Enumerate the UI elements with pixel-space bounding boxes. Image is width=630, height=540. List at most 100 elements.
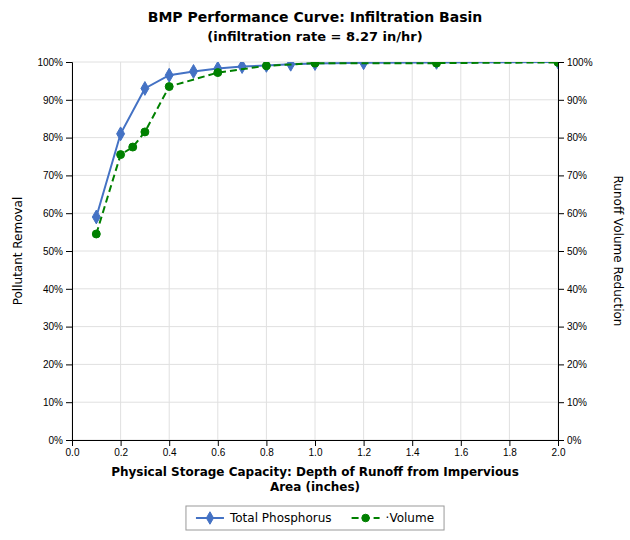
- tick: 90%: [558, 95, 587, 106]
- tick-label: 40%: [43, 284, 63, 295]
- tick-label: 60%: [567, 208, 587, 219]
- tick-label: 0%: [49, 435, 64, 446]
- y2-axis: 0%10%20%30%40%50%60%70%80%90%100%: [558, 57, 593, 446]
- grid: [72, 62, 558, 440]
- grid-line-y: [72, 137, 558, 138]
- tick: 2.0: [552, 440, 566, 458]
- marker: [311, 62, 319, 70]
- tick: 60%: [43, 208, 72, 219]
- tick-label: 90%: [567, 95, 587, 106]
- legend-marker: [362, 514, 370, 522]
- chart: 0.00.20.40.60.81.01.21.41.61.82.00%10%20…: [0, 0, 630, 540]
- marker: [262, 62, 270, 72]
- tick: 60%: [558, 208, 587, 219]
- legend-label: Total Phosphorus: [229, 511, 332, 525]
- tick-mark: [558, 213, 564, 214]
- tick-mark: [558, 327, 564, 328]
- tick-label: 40%: [567, 284, 587, 295]
- tick: 10%: [558, 397, 587, 408]
- subtitle: (infiltration rate = 8.27 in/hr): [207, 29, 422, 44]
- title: BMP Performance Curve: Infiltration Basi…: [148, 9, 482, 25]
- tick-label: 100%: [567, 57, 593, 68]
- tick: 100%: [558, 57, 593, 68]
- tick: 80%: [558, 132, 587, 143]
- marker: [165, 68, 173, 82]
- tick-label: 20%: [567, 359, 587, 370]
- tick-mark: [558, 138, 564, 139]
- tick-label: 2.0: [552, 447, 566, 458]
- tick: 1.4: [406, 440, 420, 458]
- axis-line: [66, 63, 73, 441]
- x-axis: 0.00.20.40.60.81.01.21.41.61.82.0: [66, 440, 566, 458]
- tick-mark: [121, 440, 122, 446]
- legend-marker: [206, 512, 213, 524]
- tick: 10%: [43, 397, 72, 408]
- tick-label: 20%: [43, 359, 63, 370]
- tick-mark: [66, 289, 72, 290]
- tick-mark: [558, 100, 564, 101]
- grid-line-y: [72, 99, 558, 100]
- series: [92, 62, 558, 238]
- tick-label: 1.2: [357, 447, 371, 458]
- grid-line-y: [72, 213, 558, 214]
- tick-label: 30%: [567, 321, 587, 332]
- y-axis-title: Pollutant Removal: [11, 197, 25, 306]
- tick-mark: [558, 402, 564, 403]
- tick-mark: [266, 440, 267, 446]
- marker: [129, 143, 137, 151]
- tick-mark: [364, 440, 365, 446]
- tick-label: 1.4: [406, 447, 420, 458]
- tick-label: 30%: [43, 321, 63, 332]
- grid-line-y: [72, 326, 558, 327]
- tick: 0.6: [211, 440, 225, 458]
- tick: 1.2: [357, 440, 371, 458]
- tick: 80%: [43, 132, 72, 143]
- marker: [262, 62, 270, 70]
- grid-line-y: [72, 288, 558, 289]
- grid-line-y: [72, 251, 558, 252]
- tick-mark: [169, 440, 170, 446]
- tick-mark: [558, 251, 564, 252]
- line: [96, 62, 558, 234]
- tick-mark: [558, 175, 564, 176]
- tick-label: 10%: [567, 397, 587, 408]
- marker: [287, 62, 295, 71]
- tick: 0.4: [163, 440, 177, 458]
- tick-label: 1.8: [503, 447, 517, 458]
- tick: 20%: [43, 359, 72, 370]
- x-axis-title: Physical Storage Capacity: Depth of Runo…: [111, 465, 519, 494]
- tick: 50%: [558, 246, 587, 257]
- tick: 1.6: [454, 440, 468, 458]
- tick-mark: [412, 440, 413, 446]
- tick-mark: [558, 62, 564, 63]
- tick: 1.8: [503, 440, 517, 458]
- tick-label: 10%: [43, 397, 63, 408]
- tick-label: 90%: [43, 95, 63, 106]
- grid-line-y: [72, 364, 558, 365]
- tick: 30%: [43, 321, 72, 332]
- marker: [311, 62, 319, 67]
- tick-label: 50%: [43, 246, 63, 257]
- marker: [214, 69, 222, 77]
- tick-label: 0.8: [260, 447, 274, 458]
- tick-mark: [66, 364, 72, 365]
- tick-mark: [315, 440, 316, 446]
- tick-mark: [66, 251, 72, 252]
- tick-label: 60%: [43, 208, 63, 219]
- tick: 0%: [49, 435, 72, 446]
- tick: 100%: [37, 57, 72, 68]
- tick: 0.2: [114, 440, 128, 458]
- tick: 1.0: [309, 440, 323, 458]
- tick-mark: [66, 100, 72, 101]
- marker: [92, 230, 100, 238]
- marker: [554, 62, 558, 66]
- grid-line-y: [72, 402, 558, 403]
- tick: 40%: [43, 284, 72, 295]
- marker: [117, 127, 125, 141]
- marker: [554, 62, 558, 69]
- y-axis: 0% 10% 20% 30% 40% 50% 60% 70% 80% 90% 100%: [37, 57, 72, 446]
- tick-label: 1.6: [454, 447, 468, 458]
- axis-line: [73, 441, 559, 447]
- tick: 30%: [558, 321, 587, 332]
- tick: 70%: [43, 170, 72, 181]
